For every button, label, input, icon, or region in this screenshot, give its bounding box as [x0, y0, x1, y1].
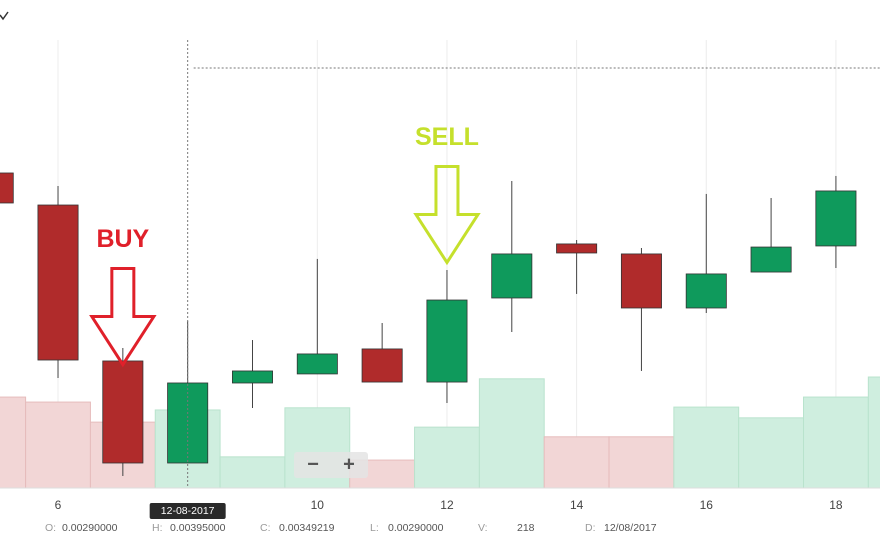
x-tick-label: 12: [440, 498, 454, 512]
crosshair-label: 12-08-2017: [161, 505, 215, 517]
candle-body: [167, 382, 209, 464]
readout-value: 0.00349219: [279, 522, 335, 534]
overlay: 12-08-2017 BUY SELL: [89, 40, 880, 519]
check-icon: [0, 11, 9, 21]
candle-body: [685, 273, 727, 309]
candle-body: [556, 243, 598, 254]
x-tick-label: 14: [570, 498, 584, 512]
volume-bar: [867, 376, 880, 488]
annotation-text: SELL: [415, 123, 479, 151]
readout-value: 0.00395000: [170, 522, 226, 534]
candle-body: [620, 253, 662, 309]
readout-label: C:: [260, 522, 271, 534]
readout-label: L:: [370, 522, 379, 534]
x-tick-label: 6: [55, 498, 62, 512]
candle-body: [231, 370, 273, 384]
candle-body: [296, 353, 338, 375]
candle-body: [491, 253, 533, 299]
zoom-in-button[interactable]: +: [343, 453, 355, 475]
readout-value: 0.00290000: [62, 522, 118, 534]
x-tick-label: 10: [311, 498, 325, 512]
volume-bar: [738, 417, 805, 488]
candle-body: [815, 190, 857, 247]
volume-bar: [414, 426, 480, 488]
annotation-arrow: [413, 165, 481, 266]
readout-value: 12/08/2017: [604, 522, 657, 534]
candle-body: [750, 246, 792, 273]
volume-bar: [0, 396, 27, 488]
annotation-text: BUY: [96, 225, 149, 253]
readout-value: 218: [517, 522, 535, 534]
candle-body: [37, 204, 79, 361]
readout-value: 0.00290000: [388, 522, 444, 534]
candle-layer: [0, 172, 857, 476]
zoom-controls: − +: [294, 452, 368, 478]
ohlc-readout: O: 0.00290000 H: 0.00395000 C: 0.00349219 L: 0.…: [45, 522, 657, 534]
volume-bar: [543, 436, 610, 488]
zoom-out-button[interactable]: −: [307, 453, 319, 475]
volume-bar: [219, 456, 286, 488]
candle-body: [361, 348, 403, 383]
x-tick-label: 18: [829, 498, 843, 512]
readout-label: V:: [478, 522, 488, 534]
x-tick-label: 16: [700, 498, 714, 512]
readout-label: H:: [152, 522, 163, 534]
volume-bar: [478, 378, 545, 488]
volume-bar: [803, 396, 869, 488]
volume-bar: [25, 401, 91, 488]
volume-bar: [673, 406, 740, 488]
readout-label: O:: [45, 522, 56, 534]
zoom-bg: [294, 452, 368, 478]
readout-label: D:: [585, 522, 596, 534]
volume-bar: [608, 436, 675, 488]
candle-body: [102, 360, 144, 464]
candle-body: [0, 172, 14, 204]
candle-body: [426, 299, 468, 383]
annotation-arrow: [89, 267, 157, 368]
crosshair-label-bg: [149, 503, 226, 519]
